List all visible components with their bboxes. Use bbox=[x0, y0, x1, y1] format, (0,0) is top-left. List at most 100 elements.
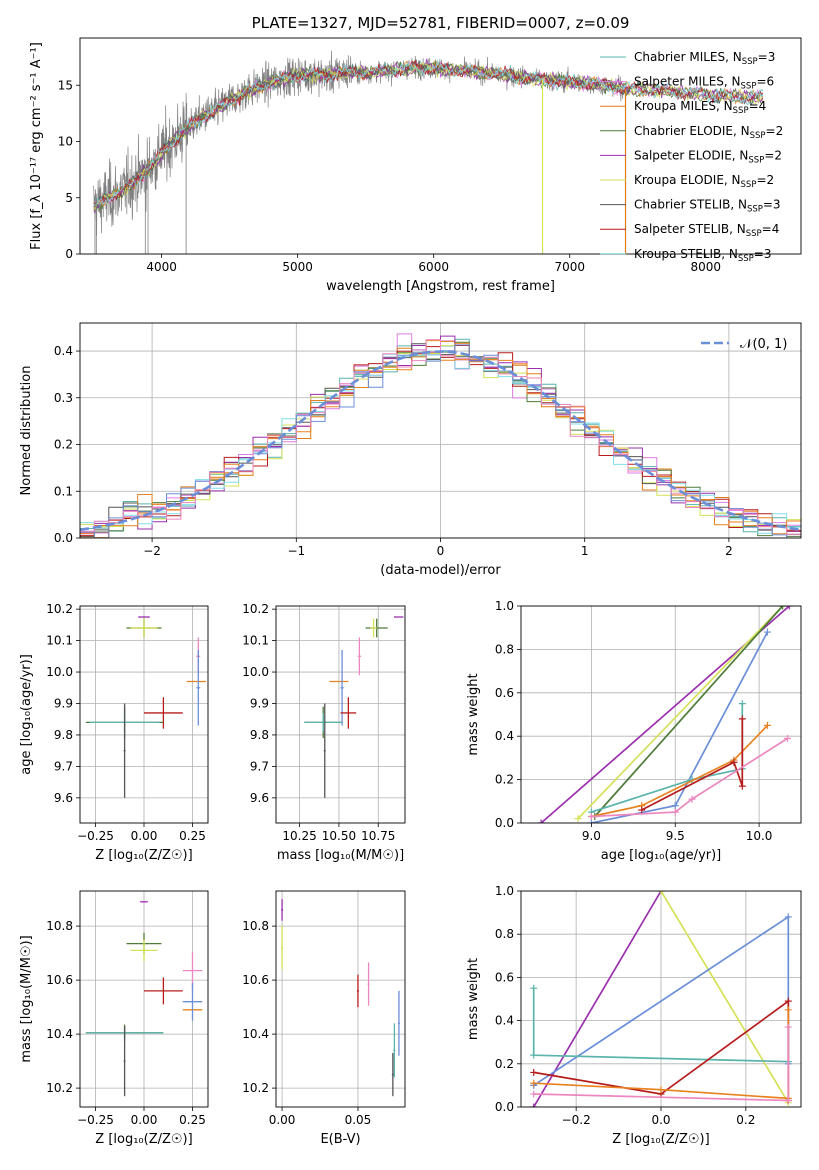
weight-marker bbox=[657, 1086, 665, 1094]
tick-label-y: 10.4 bbox=[242, 1027, 269, 1041]
x-axis-label: age [log₁₀(age/yr)] bbox=[601, 848, 722, 863]
tick-label-y: 15 bbox=[58, 78, 73, 92]
weight-line bbox=[641, 718, 744, 811]
tick-label-y: 0.8 bbox=[495, 642, 514, 656]
axes-frame bbox=[520, 605, 802, 824]
tick-label-x: 5000 bbox=[282, 260, 313, 274]
weight-marker bbox=[784, 1006, 792, 1014]
tick-label-y: 0.4 bbox=[495, 1014, 514, 1028]
plot-area bbox=[521, 606, 801, 823]
weight-series bbox=[591, 606, 787, 820]
normal-curve bbox=[80, 350, 801, 532]
data-point bbox=[281, 926, 284, 970]
y-axis-label: Flux [f_λ 10⁻¹⁷ erg cm⁻² s⁻¹ A⁻¹] bbox=[29, 42, 44, 250]
tick-label-y: 0.3 bbox=[54, 391, 73, 405]
data-point bbox=[340, 697, 357, 729]
tick-label-x: 10.75 bbox=[361, 829, 395, 843]
legend-label: Salpeter STELIB, NSSP=4 bbox=[634, 222, 779, 239]
weight-series bbox=[657, 891, 792, 1107]
tick-label-y: 0.8 bbox=[495, 927, 514, 941]
panel-weight-vs-Z: −0.2 0.0 0.2 0.0 0.2 0.4 0.6 0.8 1.0 Z [log₁₀(Z/Z… bbox=[466, 884, 802, 1147]
weight-marker bbox=[763, 721, 771, 729]
data-point bbox=[357, 637, 361, 676]
weight-marker bbox=[530, 1051, 538, 1059]
data-point bbox=[123, 1026, 126, 1097]
weight-marker bbox=[784, 734, 792, 742]
x-axis-label: (data-model)/error bbox=[380, 563, 501, 578]
tick-label-y: 0.2 bbox=[54, 438, 73, 452]
tick-label-y: 10.2 bbox=[242, 1081, 269, 1095]
axes-frame bbox=[79, 37, 802, 255]
axes-frame bbox=[79, 890, 209, 1108]
data-point bbox=[130, 939, 158, 962]
tick-label-y: 10.6 bbox=[46, 973, 73, 987]
tick-label-x: 10.25 bbox=[282, 829, 316, 843]
weight-marker bbox=[784, 913, 792, 921]
tick-label-y: 9.7 bbox=[54, 759, 73, 773]
x-axis-label: E(B-V) bbox=[320, 1132, 360, 1147]
weight-marker bbox=[530, 1103, 538, 1107]
model-spectrum bbox=[93, 58, 764, 215]
tick-label-y: 1.0 bbox=[495, 884, 514, 898]
tick-label-x: 0.25 bbox=[179, 829, 206, 843]
tick-label-y: 0.4 bbox=[54, 344, 73, 358]
tick-label-x: −0.25 bbox=[77, 829, 114, 843]
tick-label-y: 0.6 bbox=[495, 686, 514, 700]
tick-label-x: 8000 bbox=[691, 260, 722, 274]
chart-title: PLATE=1327, MJD=52781, FIBERID=0007, z=0… bbox=[252, 14, 630, 32]
weight-series bbox=[530, 891, 665, 1107]
model-spectrum bbox=[93, 60, 764, 209]
weight-marker bbox=[638, 806, 646, 814]
tick-label-y: 0.1 bbox=[54, 484, 73, 498]
axes-frame bbox=[275, 605, 406, 824]
weight-marker bbox=[779, 606, 787, 610]
tick-label-y: 10.8 bbox=[46, 919, 73, 933]
tick-label-y: 9.6 bbox=[54, 791, 73, 805]
tick-label-x: 9.5 bbox=[666, 829, 685, 843]
weight-marker bbox=[785, 606, 793, 610]
tick-label-y: 10.0 bbox=[242, 665, 269, 679]
tick-label-x: 1 bbox=[581, 544, 589, 558]
residual-histogram bbox=[80, 339, 801, 535]
panel-spectrum: 4000 5000 6000 7000 8000 0 5 10 15 wavelength [An… bbox=[29, 37, 802, 294]
data-point bbox=[323, 703, 326, 798]
tick-label-x: 10.0 bbox=[746, 829, 773, 843]
weight-series bbox=[530, 1023, 792, 1105]
tick-label-y: 0.0 bbox=[495, 1100, 514, 1114]
tick-label-y: 0.0 bbox=[495, 816, 514, 830]
weight-series bbox=[587, 734, 792, 820]
weight-marker bbox=[530, 984, 538, 992]
x-axis-label: Z [log₁₀(Z/Z☉)] bbox=[612, 1132, 709, 1147]
weight-marker bbox=[763, 628, 771, 636]
tick-label-y: 9.6 bbox=[250, 791, 269, 805]
tick-label-y: 10.1 bbox=[242, 634, 269, 648]
data-point bbox=[196, 650, 201, 726]
panel-residuals: −2 −1 0 1 2 0.0 0.1 0.2 0.3 0.4 (data-model)/error… bbox=[19, 322, 802, 578]
weight-marker bbox=[738, 782, 746, 790]
x-axis-label: mass [log₁₀(M/M☉)] bbox=[277, 848, 404, 863]
data-point bbox=[144, 697, 183, 729]
panel-age-vs-Z: −0.25 0.00 0.25 9.6 9.7 9.8 9.9 10.0 10.1 10.2 Z [… bbox=[19, 602, 209, 863]
weight-marker bbox=[738, 700, 746, 708]
legend-label: Chabrier MILES, NSSP=3 bbox=[634, 50, 775, 67]
tick-label-y: 0 bbox=[65, 247, 73, 261]
tick-label-y: 0.0 bbox=[54, 531, 73, 545]
weight-marker bbox=[688, 795, 696, 803]
weight-line bbox=[577, 606, 784, 820]
plot-area bbox=[93, 50, 764, 254]
tick-label-x: 9.0 bbox=[582, 829, 601, 843]
legend-label: Salpeter ELODIE, NSSP=2 bbox=[634, 148, 782, 165]
plot-area bbox=[80, 891, 208, 1107]
data-point bbox=[130, 618, 158, 638]
weight-marker bbox=[784, 1023, 792, 1031]
data-point bbox=[281, 899, 284, 921]
data-point bbox=[370, 618, 377, 638]
tick-label-x: −0.25 bbox=[77, 1113, 114, 1127]
tick-label-y: 10.2 bbox=[46, 1081, 73, 1095]
model-spectrum bbox=[93, 59, 764, 207]
tick-label-x: 4000 bbox=[146, 260, 177, 274]
tick-label-x: −2 bbox=[143, 544, 161, 558]
legend-label: Kroupa ELODIE, NSSP=2 bbox=[634, 173, 774, 190]
tick-label-y: 10.2 bbox=[242, 602, 269, 616]
tick-label-y: 0.2 bbox=[495, 1057, 514, 1071]
